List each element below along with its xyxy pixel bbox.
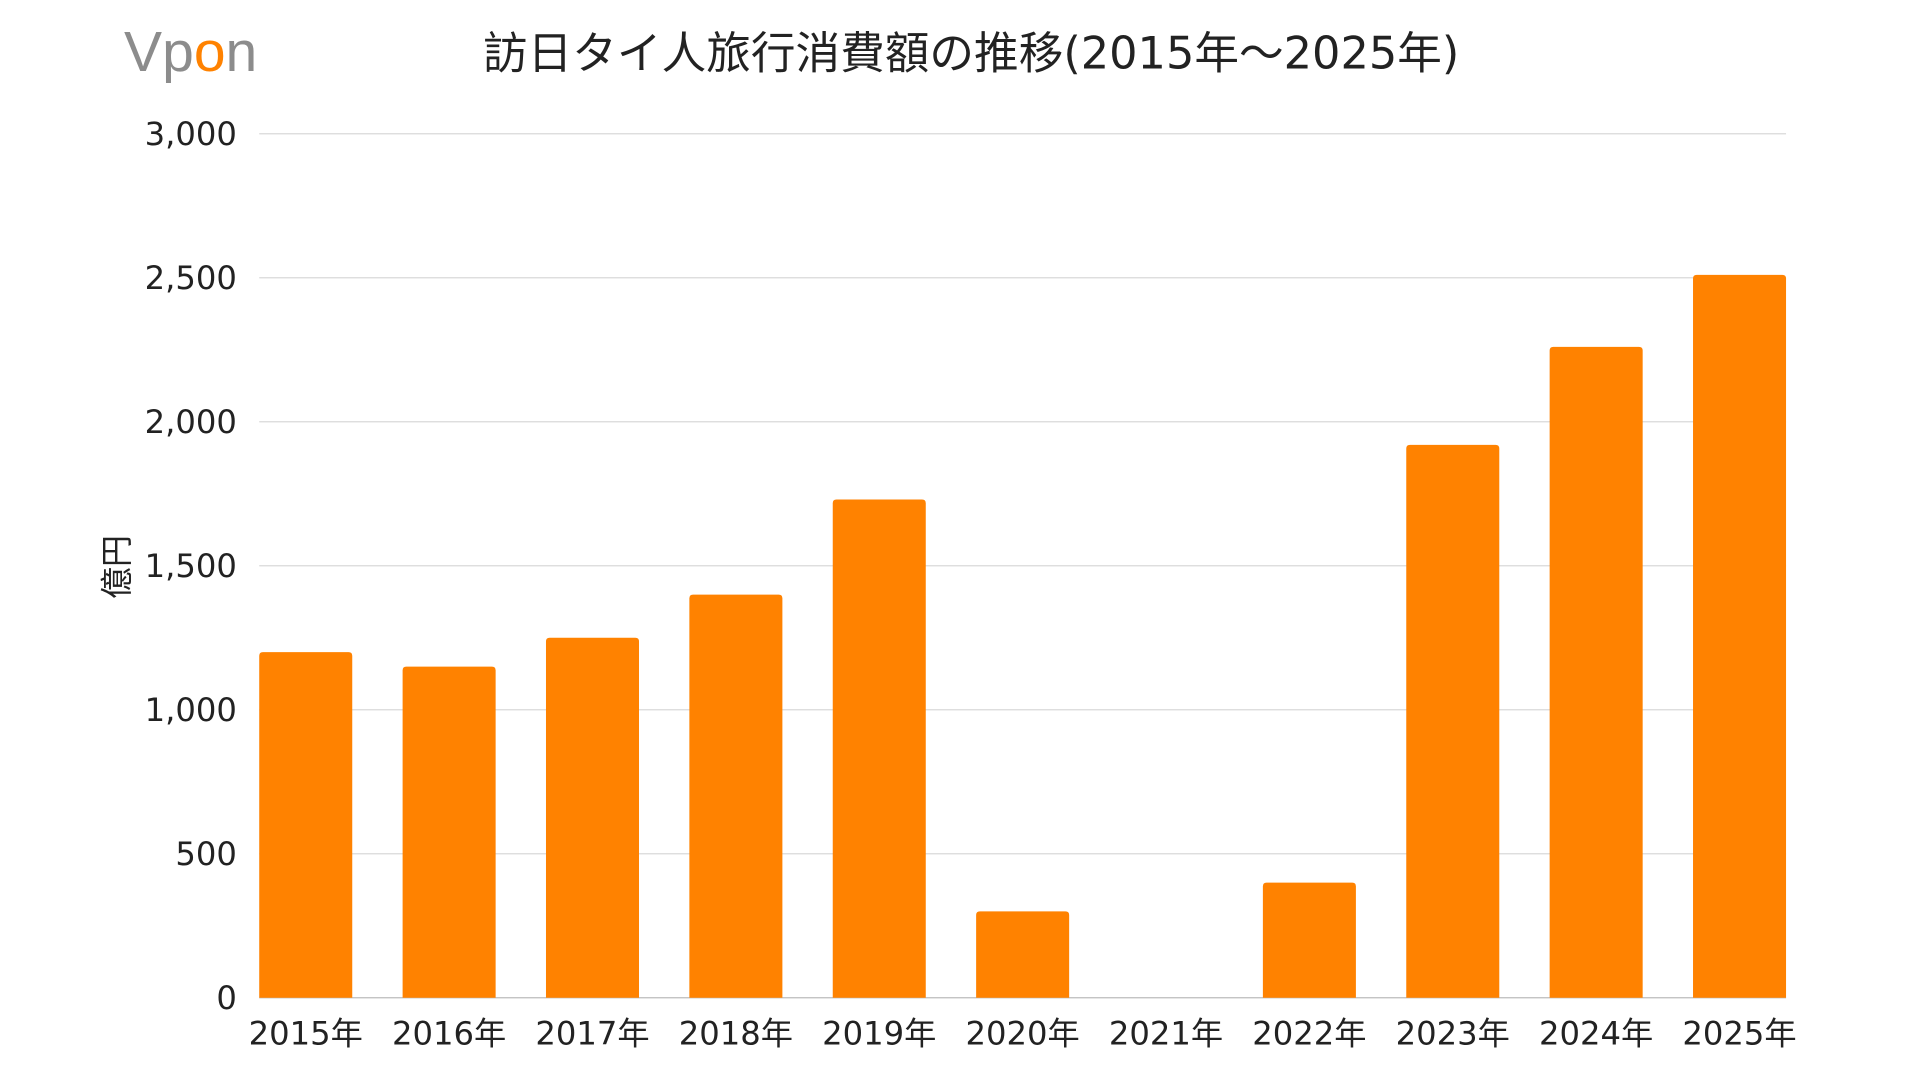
chart-title: 訪日タイ人旅行消費額の推移(2015年～2025年) <box>483 29 1459 80</box>
vpon-logo: Vpon <box>124 21 257 84</box>
x-tick-label: 2025年 <box>1682 1015 1796 1053</box>
bar-2025年 <box>1693 274 1787 998</box>
x-tick-label: 2016年 <box>392 1015 506 1053</box>
bar-2015年 <box>259 652 353 998</box>
bar-2022年 <box>1262 882 1356 998</box>
bar-2024年 <box>1549 346 1643 998</box>
x-tick-label: 2020年 <box>966 1015 1080 1053</box>
bar-2016年 <box>402 666 496 998</box>
bar-2019年 <box>832 499 926 998</box>
x-tick-label: 2021年 <box>1109 1015 1223 1053</box>
x-tick-label: 2019年 <box>822 1015 936 1053</box>
y-axis-label: 億円 <box>98 535 136 599</box>
x-tick-label: 2015年 <box>249 1015 363 1053</box>
svg-text:Vpon: Vpon <box>124 21 257 84</box>
x-tick-label: 2017年 <box>535 1015 649 1053</box>
y-tick-label: 2,000 <box>145 403 237 441</box>
y-tick-label: 3,000 <box>145 115 237 153</box>
x-tick-label: 2024年 <box>1539 1015 1653 1053</box>
y-tick-label: 0 <box>216 979 237 1017</box>
y-tick-label: 1,500 <box>145 547 237 585</box>
y-tick-label: 1,000 <box>145 691 237 729</box>
bar-2017年 <box>545 637 640 998</box>
x-tick-label: 2022年 <box>1252 1015 1366 1053</box>
bar-2018年 <box>689 594 783 998</box>
y-tick-label: 500 <box>175 835 237 873</box>
y-tick-label: 2,500 <box>145 259 237 297</box>
bar-2023年 <box>1406 444 1500 998</box>
x-tick-label: 2023年 <box>1396 1015 1510 1053</box>
bar-2020年 <box>976 911 1070 998</box>
x-tick-label: 2018年 <box>679 1015 793 1053</box>
